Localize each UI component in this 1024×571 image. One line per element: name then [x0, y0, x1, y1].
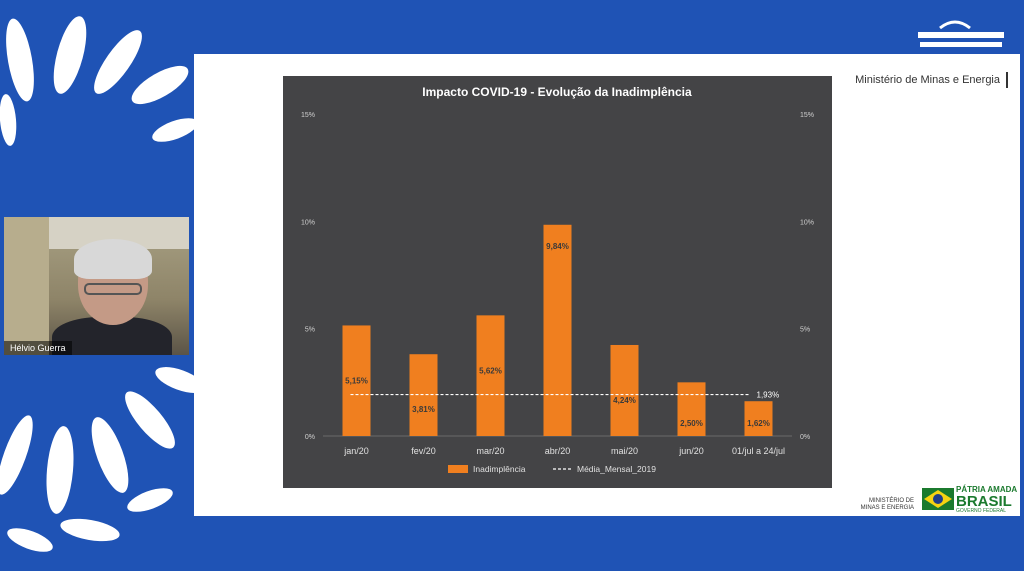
legend-line-label: Média_Mensal_2019	[577, 464, 656, 474]
bar-data-label: 9,84%	[546, 242, 569, 251]
legend-bar-swatch	[448, 465, 468, 473]
y-tick-label-right: 5%	[800, 327, 810, 334]
legend-bar-label: Inadimplência	[473, 464, 526, 474]
participant-video-tile[interactable]: Hélvio Guerra	[4, 217, 189, 355]
bar	[677, 382, 706, 436]
event-logo	[910, 14, 1010, 50]
brazil-flag-icon	[922, 488, 954, 510]
x-tick-label: mar/20	[476, 446, 504, 456]
y-tick-label-left: 5%	[305, 327, 315, 334]
y-tick-label-left: 10%	[301, 219, 315, 226]
chart-title: Impacto COVID-19 - Evolução da Inadimplê…	[422, 85, 692, 99]
bar-data-label: 5,62%	[479, 366, 502, 375]
bar	[342, 325, 371, 436]
glasses	[84, 283, 142, 295]
x-tick-label: mai/20	[611, 446, 638, 456]
bar-data-label: 4,24%	[613, 396, 636, 405]
x-tick-label: fev/20	[411, 446, 436, 456]
participant-name-tag: Hélvio Guerra	[4, 341, 72, 355]
bar-data-label: 2,50%	[680, 419, 703, 428]
bar	[543, 224, 572, 436]
y-tick-label-right: 15%	[800, 112, 814, 119]
x-tick-label: abr/20	[545, 446, 571, 456]
y-tick-label-right: 0%	[800, 434, 810, 441]
patria-amada-brasil-logo: PÁTRIA AMADA BRASIL GOVERNO FEDERAL	[956, 485, 1018, 514]
y-tick-label-left: 0%	[305, 434, 315, 441]
ministry-header: Ministério de Minas e Energia	[855, 72, 1008, 88]
y-tick-label-left: 15%	[301, 112, 315, 119]
bar	[476, 315, 505, 436]
bar-data-label: 1,62%	[747, 419, 770, 428]
average-line-label: 1,93%	[757, 391, 780, 400]
presentation-slide: Ministério de Minas e Energia Impacto CO…	[194, 54, 1020, 516]
bar-data-label: 5,15%	[345, 376, 368, 385]
x-tick-label: jan/20	[343, 446, 369, 456]
waves-logo-icon	[918, 20, 1004, 47]
bar	[610, 344, 639, 436]
bar-chart: Impacto COVID-19 - Evolução da Inadimplê…	[301, 85, 814, 474]
bar	[744, 401, 773, 436]
x-tick-label: jun/20	[678, 446, 704, 456]
chart-panel: Impacto COVID-19 - Evolução da Inadimplê…	[283, 76, 832, 488]
x-tick-label: 01/jul a 24/jul	[732, 446, 785, 456]
bar-data-label: 3,81%	[412, 405, 435, 414]
footer-ministry-small: MINISTÉRIO DE MINAS E ENERGIA	[860, 498, 914, 511]
y-tick-label-right: 10%	[800, 219, 814, 226]
